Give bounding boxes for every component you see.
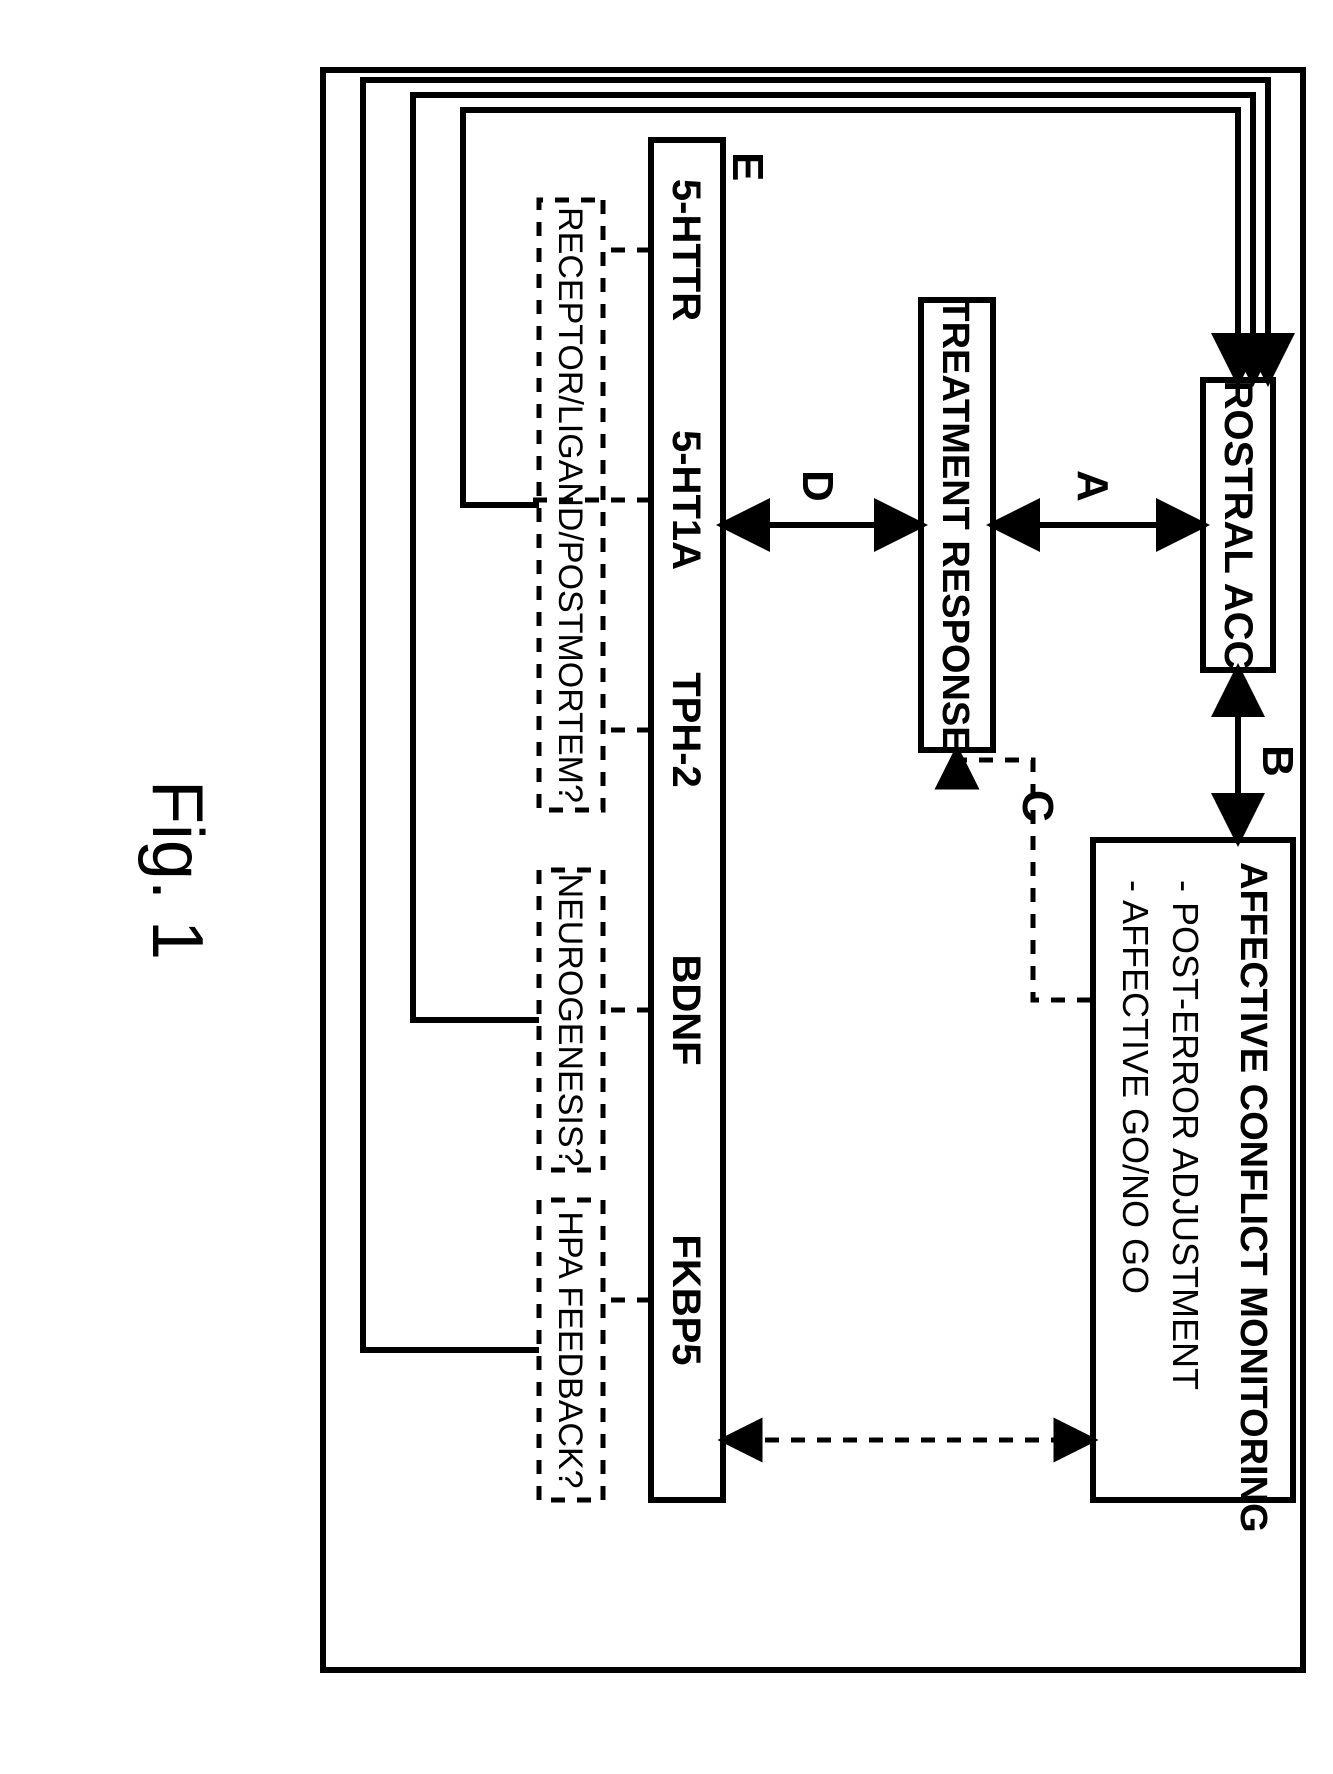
label-mech-receptor: RECEPTOR/LIGAND/POSTMORTEM? — [551, 207, 589, 803]
figure-svg: ROSTRAL ACC AFFECTIVE CONFLICT MONITORIN… — [0, 0, 1333, 1774]
label-treatment: TREATMENT RESPONSE — [934, 298, 976, 751]
box-rostral-acc: ROSTRAL ACC — [1203, 380, 1273, 670]
label-mech-hpa: HPA FEEDBACK? — [551, 1211, 589, 1488]
edge-label-B: B — [1253, 745, 1302, 777]
gene-fkbp5: FKBP5 — [664, 1234, 708, 1365]
box-genes: 5-HTTR 5-HT1A TPH-2 BDNF FKBP5 — [651, 140, 723, 1500]
box-mechanism-hpa: HPA FEEDBACK? — [539, 1200, 603, 1500]
edge-label-D: D — [793, 470, 842, 502]
diagram-rotated-group: ROSTRAL ACC AFFECTIVE CONFLICT MONITORIN… — [137, 70, 1303, 1670]
gene-tph2: TPH-2 — [664, 672, 708, 788]
gene-5httr: 5-HTTR — [664, 179, 708, 321]
edge-label-A: A — [1068, 470, 1117, 502]
label-conflict-line2: - AFFECTIVE GO/NO GO — [1115, 880, 1156, 1294]
label-rostral-acc: ROSTRAL ACC — [1216, 381, 1260, 670]
gene-5ht1a: 5-HT1A — [664, 430, 708, 570]
box-conflict-monitoring: AFFECTIVE CONFLICT MONITORING - POST-ERR… — [1093, 840, 1293, 1533]
box-treatment-response: TREATMENT RESPONSE — [921, 298, 993, 751]
box-mechanism-neurogenesis: NEUROGENESIS? — [539, 870, 603, 1170]
figure-caption: Fig. 1 — [137, 780, 217, 960]
box-mechanism-receptor: RECEPTOR/LIGAND/POSTMORTEM? — [539, 200, 603, 810]
label-conflict-title: AFFECTIVE CONFLICT MONITORING — [1232, 862, 1274, 1533]
gene-bdnf: BDNF — [664, 954, 708, 1065]
label-mech-neuro: NEUROGENESIS? — [551, 874, 589, 1167]
edge-label-C: C — [1013, 790, 1062, 822]
figure-canvas: ROSTRAL ACC AFFECTIVE CONFLICT MONITORIN… — [0, 0, 1333, 1774]
edge-label-E: E — [723, 152, 772, 181]
label-conflict-line1: - POST-ERROR ADJUSTMENT — [1165, 880, 1206, 1390]
